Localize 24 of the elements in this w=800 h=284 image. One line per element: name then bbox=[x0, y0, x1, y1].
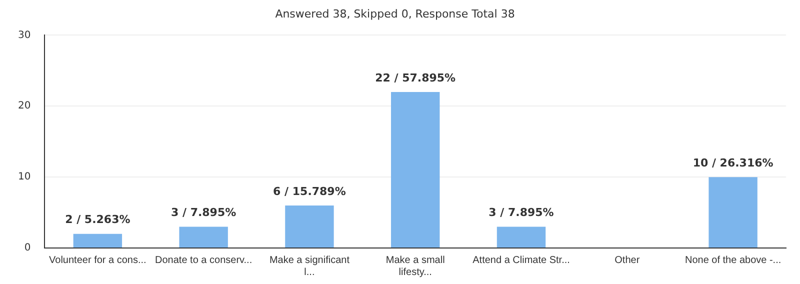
data-label: 10 / 26.316% bbox=[692, 156, 774, 170]
x-tick-label: Make a small lifesty... bbox=[386, 254, 445, 278]
bar bbox=[391, 92, 440, 248]
data-label: 3 / 7.895% bbox=[170, 206, 236, 220]
x-tick-label: Donate to a conserv... bbox=[155, 254, 252, 266]
chart-title: Answered 38, Skipped 0, Response Total 38 bbox=[275, 7, 515, 20]
y-tick-label: 30 bbox=[18, 30, 31, 41]
data-label: 3 / 7.895% bbox=[488, 206, 554, 220]
data-label: 22 / 57.895% bbox=[375, 71, 456, 84]
x-tick-label: Make a significant l... bbox=[269, 254, 350, 278]
bar bbox=[496, 226, 546, 248]
y-tick-label: 10 bbox=[18, 172, 31, 183]
y-tick-label: 0 bbox=[24, 242, 31, 254]
data-label: 6 / 15.789% bbox=[273, 184, 346, 198]
x-tick-label: Attend a Climate Str... bbox=[472, 254, 570, 266]
x-tick-label: Volunteer for a cons... bbox=[49, 254, 146, 266]
bar bbox=[73, 234, 122, 248]
y-tick-label: 20 bbox=[18, 100, 31, 112]
bar bbox=[708, 177, 758, 248]
bar bbox=[179, 226, 228, 248]
x-tick-label: None of the above -... bbox=[684, 254, 782, 266]
bar bbox=[285, 205, 334, 248]
data-label: 2 / 5.263% bbox=[65, 213, 130, 226]
x-tick-label: Other bbox=[614, 254, 640, 266]
